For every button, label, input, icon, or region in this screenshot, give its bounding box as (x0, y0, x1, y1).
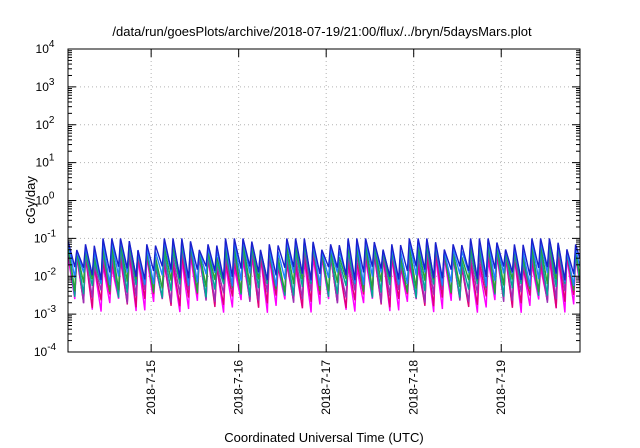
y-tick-label: 102 (36, 115, 55, 132)
x-tick-label: 2018-7-16 (232, 360, 246, 415)
y-tick-label: 10-4 (34, 342, 57, 359)
x-tick-label: 2018-7-19 (494, 360, 508, 415)
y-tick-label: 10-3 (34, 304, 57, 321)
y-tick-label: 104 (36, 39, 55, 56)
y-tick-label: 101 (36, 153, 55, 170)
y-tick-label: 100 (36, 191, 55, 208)
x-axis-label: Coordinated Universal Time (UTC) (224, 430, 423, 445)
y-tick-label: 10-1 (34, 228, 57, 245)
y-axis-label: cGy/day (23, 176, 38, 224)
y-tick-label: 10-2 (34, 266, 57, 283)
grid (68, 49, 580, 352)
x-tick-label: 2018-7-18 (407, 360, 421, 415)
chart-title: /data/run/goesPlots/archive/2018-07-19/2… (112, 24, 532, 39)
x-tick-label: 2018-7-15 (144, 360, 158, 415)
series-group (68, 238, 580, 313)
y-tick-label: 103 (36, 77, 55, 94)
x-axis: 2018-7-15 2018-7-16 2018-7-17 2018-7-18 2018… (144, 49, 508, 415)
x-tick-label: 2018-7-17 (319, 360, 333, 415)
series-line (68, 238, 580, 281)
y-axis: 10-4 10-3 10-2 10-1 100 101 102 103 104 (34, 39, 580, 359)
series-line (68, 239, 580, 287)
